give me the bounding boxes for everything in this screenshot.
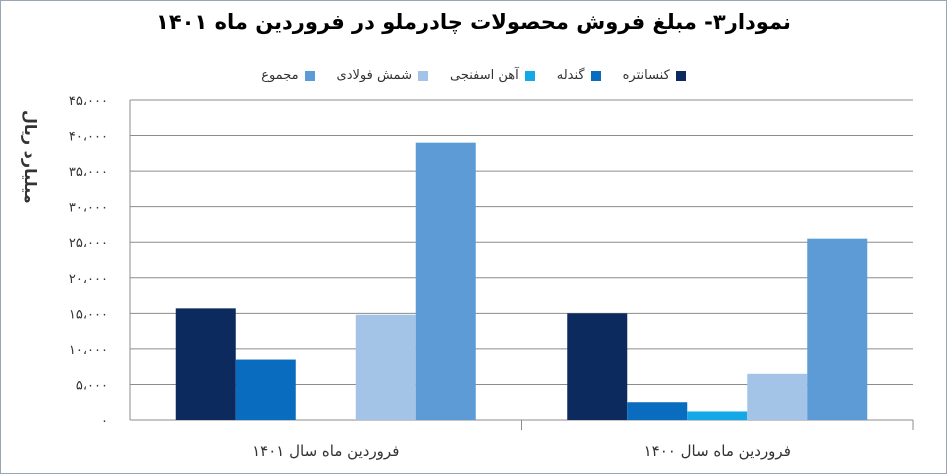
- chart-title: نمودار۳- مبلغ فروش محصولات چادرملو در فر…: [156, 10, 791, 34]
- y-axis-label: میلیارد ریال: [21, 110, 40, 204]
- legend-label: شمش فولادی: [336, 68, 412, 83]
- y-tick-label: ۵،۰۰۰: [76, 378, 108, 393]
- bar: [747, 373, 808, 420]
- legend-swatch: [675, 70, 686, 81]
- y-tick-label: ۱۰،۰۰۰: [69, 343, 108, 358]
- bar: [415, 142, 476, 420]
- legend-item: مجموع: [261, 68, 315, 83]
- legend-label: گندله: [556, 68, 585, 83]
- y-tick-label: ۲۰،۰۰۰: [69, 272, 108, 287]
- legend-item: آهن اسفنجی: [450, 68, 535, 83]
- y-tick-label: ۴۰،۰۰۰: [69, 130, 108, 145]
- bar: [807, 238, 868, 420]
- legend-swatch: [590, 70, 601, 81]
- legend-swatch: [304, 70, 315, 81]
- y-tick-label: ۳۵،۰۰۰: [69, 165, 108, 180]
- y-tick-label: ۴۵،۰۰۰: [69, 94, 108, 109]
- x-tick-label: فروردین ماه سال ۱۴۰۱: [252, 442, 399, 460]
- bar: [567, 313, 628, 420]
- bar: [235, 359, 296, 420]
- y-tick-label: ۰: [101, 414, 108, 429]
- y-tick-label: ۳۰،۰۰۰: [69, 201, 108, 216]
- bar: [627, 402, 688, 420]
- legend-item: شمش فولادی: [337, 68, 428, 83]
- bar: [687, 411, 748, 420]
- legend-label: مجموع: [261, 68, 299, 83]
- chart-legend: کنسانتره گندله آهن اسفنجی شمش فولادی مجموع: [0, 68, 947, 83]
- bar: [175, 308, 236, 420]
- legend-item: گندله: [557, 68, 601, 83]
- legend-label: آهن اسفنجی: [449, 68, 519, 83]
- legend-swatch: [417, 70, 428, 81]
- legend-swatch: [524, 70, 535, 81]
- legend-label: کنسانتره: [622, 68, 670, 83]
- y-tick-label: ۱۵،۰۰۰: [69, 307, 108, 322]
- x-tick-label: فروردین ماه سال ۱۴۰۰: [644, 442, 791, 460]
- legend-item: کنسانتره: [623, 68, 686, 83]
- bar: [355, 314, 416, 420]
- y-tick-label: ۲۵،۰۰۰: [69, 236, 108, 251]
